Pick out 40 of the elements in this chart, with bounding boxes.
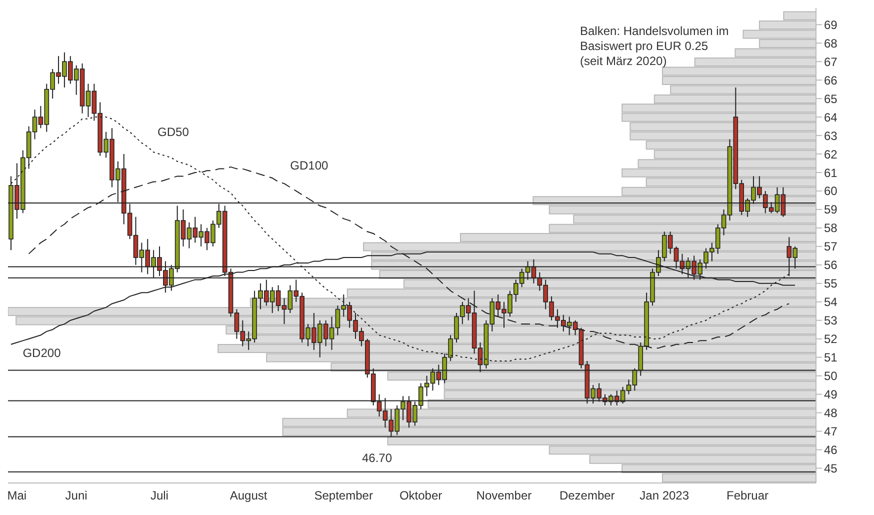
x-tick-label: Oktober bbox=[399, 488, 442, 503]
y-tick-label: 67 bbox=[824, 54, 838, 69]
series-label: GD200 bbox=[22, 346, 62, 360]
x-tick-label: August bbox=[230, 488, 268, 503]
x-tick-label: Februar bbox=[726, 488, 769, 503]
annotation: 46.70 bbox=[362, 451, 392, 465]
y-tick-label: 50 bbox=[824, 369, 838, 384]
y-tick-label: 45 bbox=[824, 461, 838, 476]
y-tick-label: 47 bbox=[824, 424, 838, 439]
y-tick-label: 68 bbox=[824, 36, 838, 50]
y-tick-label: 66 bbox=[824, 73, 838, 88]
y-tick-label: 57 bbox=[824, 240, 838, 254]
y-tick-label: 64 bbox=[824, 110, 838, 124]
x-tick-label: Mai bbox=[7, 488, 27, 503]
x-tick-label: Dezember bbox=[559, 488, 615, 503]
y-tick-label: 52 bbox=[824, 332, 838, 346]
note-text: Balken: Handelsvolumen im Basiswert pro EUR 0.25 (seit März 2020) bbox=[580, 24, 729, 69]
x-tick-label: November bbox=[476, 488, 532, 503]
y-tick-label: 59 bbox=[824, 202, 838, 217]
y-tick-label: 46 bbox=[824, 442, 838, 457]
y-tick-label: 69 bbox=[824, 18, 838, 32]
series-label: GD50 bbox=[158, 125, 190, 140]
x-tick-label: Jan 2023 bbox=[640, 488, 690, 503]
x-tick-label: September bbox=[314, 488, 373, 503]
y-tick-label: 55 bbox=[824, 276, 838, 291]
y-tick-label: 48 bbox=[824, 406, 838, 420]
y-tick-label: 65 bbox=[824, 92, 838, 106]
x-tick-label: Juni bbox=[65, 488, 88, 503]
y-tick-label: 63 bbox=[824, 128, 838, 143]
y-tick-label: 51 bbox=[824, 350, 838, 365]
y-tick-label: 49 bbox=[824, 388, 838, 402]
y-tick-label: 54 bbox=[824, 295, 838, 310]
y-tick-label: 58 bbox=[824, 221, 838, 236]
y-tick-label: 56 bbox=[824, 258, 838, 272]
y-tick-label: 60 bbox=[824, 184, 838, 198]
y-tick-label: 62 bbox=[824, 147, 838, 162]
series-label: GD100 bbox=[290, 158, 328, 172]
y-tick-label: 53 bbox=[824, 314, 838, 328]
x-tick-label: Juli bbox=[150, 488, 168, 503]
y-tick-label: 61 bbox=[824, 166, 838, 180]
